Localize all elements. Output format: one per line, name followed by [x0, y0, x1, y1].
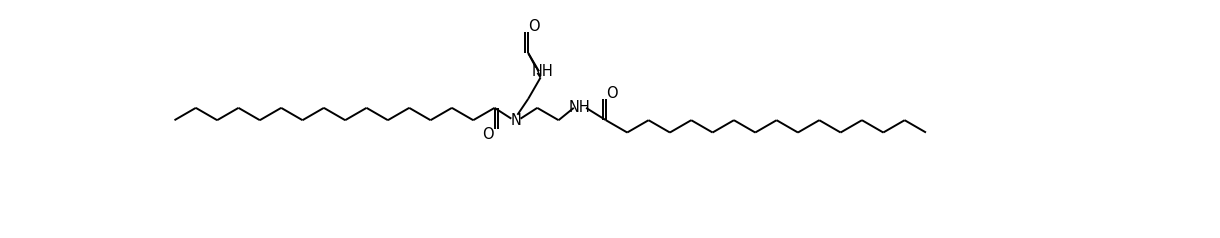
Text: N: N [510, 113, 521, 128]
Text: NH: NH [569, 100, 590, 115]
Text: O: O [606, 86, 617, 101]
Text: O: O [483, 127, 494, 142]
Text: O: O [528, 19, 540, 34]
Text: NH: NH [531, 64, 553, 79]
